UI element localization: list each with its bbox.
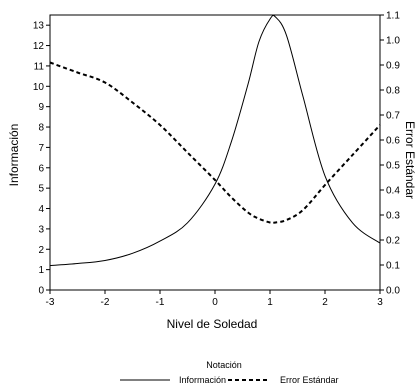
y-right-tick-label: 0.6 (386, 136, 400, 147)
y-left-tick-label: 3 (38, 224, 44, 235)
y-right-tick-label: 0.3 (386, 211, 400, 222)
plot-frame (49, 14, 381, 291)
y-left-tick-label: 2 (38, 245, 44, 256)
y-right-tick-label: 0.4 (386, 186, 400, 197)
y-left-axis-title: Información (7, 124, 21, 187)
y-right-tick-label: 0.8 (386, 86, 400, 97)
y-right-axis-title: Error Estándar (403, 121, 417, 199)
legend: Notación Información Error Estándar (120, 360, 339, 383)
y-left-tick-label: 6 (38, 163, 44, 174)
y-left-tick-label: 11 (34, 61, 45, 72)
y-right-tick-label: 0.0 (386, 286, 400, 297)
y-left-tick-label: 0 (38, 286, 44, 297)
y-left-tick-label: 9 (38, 102, 44, 113)
y-left-tick-label: 8 (38, 123, 44, 134)
y-right-tick-label: 0.9 (386, 61, 400, 72)
series-line-informacion (49, 14, 381, 267)
y-right-tick-label: 1.0 (386, 36, 400, 47)
y-right-tick-label: 0.2 (386, 236, 400, 247)
y-right-tick-label: 0.1 (386, 261, 400, 272)
y-left-tick-label: 13 (33, 21, 45, 32)
legend-label-informacion: Información (179, 375, 226, 383)
y-left-tick-label: 4 (38, 204, 44, 215)
x-axis-title: Nivel de Soledad (167, 317, 258, 331)
legend-label-error-estandar: Error Estándar (280, 375, 339, 383)
series-line-error-estandar (49, 61, 381, 224)
y-right-tick-label: 0.5 (386, 161, 400, 172)
x-tick-label: -1 (156, 297, 165, 308)
x-tick-label: 1 (267, 297, 273, 308)
x-tick-label: 3 (377, 297, 383, 308)
x-tick-label: -3 (46, 297, 55, 308)
x-tick-label: -2 (101, 297, 110, 308)
x-tick-label: 2 (322, 297, 328, 308)
y-left-tick-label: 1 (38, 265, 44, 276)
y-left-tick-label: 12 (33, 41, 45, 52)
y-right-tick-label: 1.1 (386, 11, 400, 22)
legend-title: Notación (206, 360, 242, 370)
y-left-tick-label: 10 (33, 82, 45, 93)
x-tick-label: 0 (212, 297, 218, 308)
y-left-tick-label: 7 (38, 143, 44, 154)
y-right-tick-label: 0.7 (386, 111, 400, 122)
y-left-tick-label: 5 (38, 184, 44, 195)
